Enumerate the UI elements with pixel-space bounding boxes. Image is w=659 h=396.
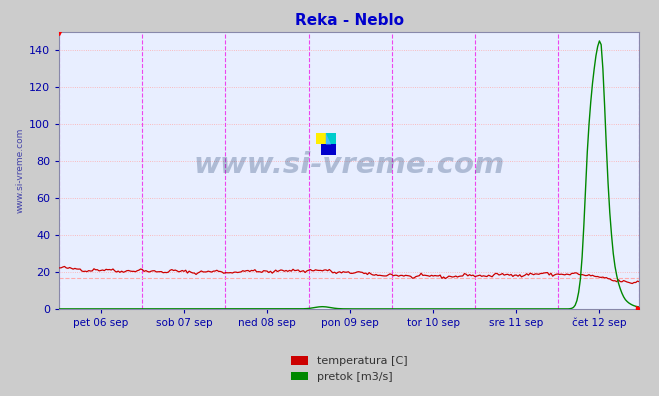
- Polygon shape: [326, 133, 336, 145]
- Bar: [326, 133, 336, 145]
- Bar: [316, 133, 326, 145]
- Title: Reka - Neblo: Reka - Neblo: [295, 13, 404, 28]
- Legend: temperatura [C], pretok [m3/s]: temperatura [C], pretok [m3/s]: [287, 352, 412, 386]
- Bar: [321, 145, 336, 156]
- Text: www.si-vreme.com: www.si-vreme.com: [194, 151, 505, 179]
- Polygon shape: [326, 133, 331, 145]
- Y-axis label: www.si-vreme.com: www.si-vreme.com: [16, 128, 25, 213]
